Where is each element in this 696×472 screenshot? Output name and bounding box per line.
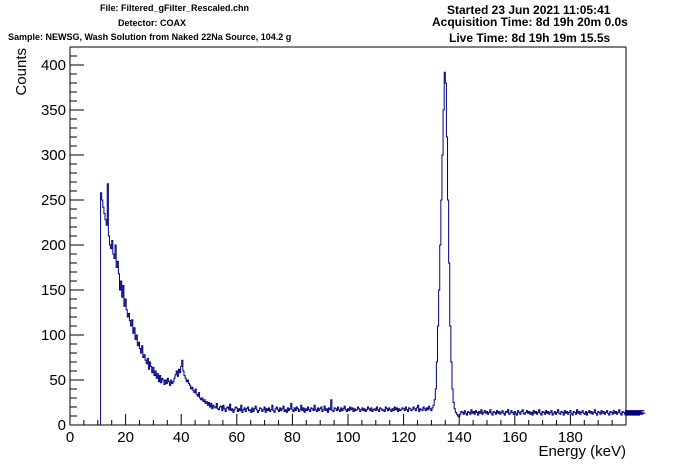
y-tick-label: 50: [49, 372, 66, 389]
x-tick-label: 40: [173, 429, 190, 446]
y-axis-title: Counts: [13, 48, 30, 96]
header-acquisition-time: Acquisition Time: 8d 19h 20m 0.0s: [432, 15, 628, 29]
x-tick-label: 100: [335, 429, 360, 446]
y-tick-label: 200: [41, 237, 66, 254]
x-tick-label: 20: [117, 429, 134, 446]
x-tick-label: 80: [284, 429, 301, 446]
y-tick-label: 0: [58, 417, 66, 434]
header-started: Started 23 Jun 2021 11:05:41: [447, 3, 611, 17]
y-tick-label: 350: [41, 102, 66, 119]
x-tick-label: 120: [391, 429, 416, 446]
header-detector: Detector: COAX: [118, 18, 187, 28]
y-tick-label: 400: [41, 57, 66, 74]
x-tick-label: 60: [228, 429, 245, 446]
y-tick-label: 100: [41, 327, 66, 344]
y-tick-label: 150: [41, 282, 66, 299]
header-sample: Sample: NEWSG, Wash Solution from Naked …: [8, 32, 292, 42]
y-axis: 0 50 100 150 200 250 300 350 400: [41, 46, 84, 434]
y-tick-label: 250: [41, 192, 66, 209]
x-tick-label: 160: [502, 429, 527, 446]
x-axis-title: Energy (keV): [538, 443, 626, 460]
spectrum-line: [100, 71, 646, 425]
x-tick-label: 140: [447, 429, 472, 446]
x-tick-label: 0: [66, 429, 74, 446]
x-tick-label: 180: [558, 429, 583, 446]
plot-frame: [69, 46, 627, 426]
header-file: File: Filtered_gFilter_Rescaled.chn: [100, 3, 250, 13]
y-tick-label: 300: [41, 147, 66, 164]
x-axis: 0 20 40 60 80 100 120 140 160 180: [66, 414, 627, 446]
header-live-time: Live Time: 8d 19h 19m 15.5s: [449, 31, 611, 45]
